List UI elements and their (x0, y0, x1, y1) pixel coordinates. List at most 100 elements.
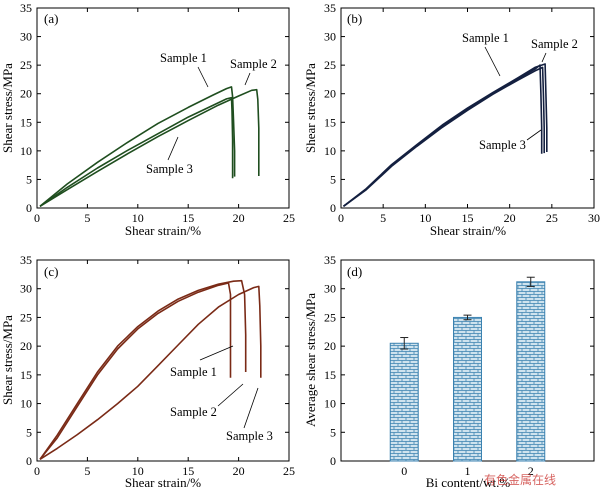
y-tick-label: 25 (20, 58, 32, 72)
x-tick-label: 5 (84, 211, 90, 225)
y-tick-label: 5 (26, 425, 32, 439)
annotation-a-sample-1: Sample 1 (160, 51, 207, 65)
x-tick-label: 20 (504, 211, 516, 225)
y-tick-label: 30 (20, 30, 32, 44)
bars-d (389, 276, 546, 462)
y-tick-label: 35 (324, 253, 336, 267)
x-tick-label: 1 (465, 464, 471, 478)
x-tick-label: 5 (380, 211, 386, 225)
y-tick-label: 20 (20, 87, 32, 101)
x-tick-label: 10 (132, 211, 144, 225)
leader-b-sample-3 (526, 129, 542, 141)
series-line-a-sample-1 (39, 86, 236, 207)
bar-1 (453, 316, 482, 462)
x-axis-title-c: Shear strain/% (125, 475, 201, 489)
leader-c-sample-1 (199, 345, 234, 361)
y-axis-title-d: Average shear stress/MPa (303, 293, 318, 427)
panel-c: 0 5 10 15 20 25 30 35 0 5 10 15 20 25 (c) Shear strai… (0, 253, 295, 489)
series-line-b-sample-2 (343, 63, 548, 207)
x-tick-label: 15 (462, 211, 474, 225)
y-tick-label: 0 (26, 454, 32, 468)
y-tick-label: 20 (20, 339, 32, 353)
y-tick-label: 10 (324, 397, 336, 411)
ticks-c: 0 5 10 15 20 25 30 35 0 5 10 15 20 25 (20, 253, 295, 478)
leader-a-sample-2 (244, 72, 251, 86)
panel-b: 0 5 10 15 20 25 30 35 0 5 10 15 20 25 30 (b) Shear str… (303, 1, 600, 238)
leader-b-sample-1 (484, 46, 501, 77)
y-tick-label: 15 (20, 368, 32, 382)
y-tick-label: 0 (330, 201, 336, 215)
x-tick-label: 0 (34, 211, 40, 225)
y-tick-label: 15 (324, 368, 336, 382)
plot-frame-c (36, 259, 290, 462)
lines-a (39, 86, 260, 207)
bar-0 (389, 342, 419, 462)
y-tick-label: 20 (324, 87, 336, 101)
panel-a: 0 5 10 15 20 25 30 35 0 5 10 15 20 25 (a) Shear strai… (0, 1, 295, 238)
panel-d: 0 5 10 15 20 25 30 35 0 1 2 (d) Bi content/wt.% Av… (303, 253, 595, 489)
plot-frame-a (36, 7, 290, 209)
y-tick-label: 5 (330, 425, 336, 439)
series-line-a-sample-2 (39, 88, 260, 207)
leader-a-sample-1 (197, 66, 209, 88)
panel-label-b: (b) (347, 11, 362, 26)
annotation-b-sample-3: Sample 3 (479, 138, 526, 152)
y-tick-label: 30 (324, 282, 336, 296)
y-tick-label: 10 (20, 144, 32, 158)
leader-b-sample-2 (541, 52, 547, 63)
y-tick-label: 10 (20, 397, 32, 411)
x-tick-label: 5 (84, 464, 90, 478)
ticks-a: 0 5 10 15 20 25 30 35 0 5 10 15 20 25 (20, 1, 295, 225)
y-axis-title-b: Shear stress/MPa (303, 63, 318, 153)
leader-c-sample-3 (243, 387, 259, 429)
annotation-b-sample-2: Sample 2 (531, 37, 578, 51)
series-line-b-sample-3 (343, 66, 545, 207)
x-tick-label: 25 (283, 211, 295, 225)
watermark-text: 有色金属在线 (484, 472, 556, 487)
annotation-c-sample-3: Sample 3 (226, 429, 273, 443)
x-tick-label: 10 (419, 211, 431, 225)
y-tick-label: 35 (20, 1, 32, 15)
x-axis-title-b: Shear strain/% (430, 223, 506, 238)
y-tick-label: 5 (26, 172, 32, 186)
lines-b (343, 63, 548, 207)
y-tick-label: 20 (324, 339, 336, 353)
y-tick-label: 15 (20, 115, 32, 129)
y-axis-title-c: Shear stress/MPa (0, 315, 15, 405)
x-tick-label: 15 (182, 211, 194, 225)
leader-a-sample-3 (167, 136, 179, 161)
x-tick-label: 20 (233, 464, 245, 478)
bar-2 (516, 281, 546, 462)
x-tick-label: 25 (546, 211, 558, 225)
series-line-a-sample-3 (39, 96, 234, 207)
y-tick-label: 0 (330, 454, 336, 468)
y-tick-label: 10 (324, 144, 336, 158)
y-tick-label: 35 (324, 1, 336, 15)
x-tick-label: 20 (233, 211, 245, 225)
series-line-c-sample-3 (39, 285, 262, 460)
x-tick-label: 2 (528, 464, 534, 478)
x-tick-label: 25 (283, 464, 295, 478)
y-tick-label: 5 (330, 172, 336, 186)
annotation-c-sample-1: Sample 1 (170, 365, 217, 379)
y-tick-label: 25 (324, 310, 336, 324)
annotation-a-sample-3: Sample 3 (146, 162, 193, 176)
x-axis-title-a: Shear strain/% (125, 223, 201, 238)
x-tick-label: 0 (401, 464, 407, 478)
series-line-c-sample-2 (39, 279, 247, 460)
x-tick-label: 10 (132, 464, 144, 478)
annotation-b-sample-1: Sample 1 (462, 31, 509, 45)
x-tick-label: 0 (338, 211, 344, 225)
x-axis-title-d: Bi content/wt.% (426, 475, 511, 489)
series-line-c-sample-1 (39, 282, 232, 460)
y-axis-title-a: Shear stress/MPa (0, 63, 15, 153)
x-tick-label: 30 (588, 211, 600, 225)
y-tick-label: 0 (26, 201, 32, 215)
series-line-b-sample-1 (343, 64, 543, 207)
panel-label-d: (d) (347, 264, 362, 279)
y-tick-label: 30 (20, 282, 32, 296)
annotation-c-sample-2: Sample 2 (170, 405, 217, 419)
ticks-b: 0 5 10 15 20 25 30 35 0 5 10 15 20 25 30 (324, 1, 600, 225)
lines-c (39, 279, 262, 460)
